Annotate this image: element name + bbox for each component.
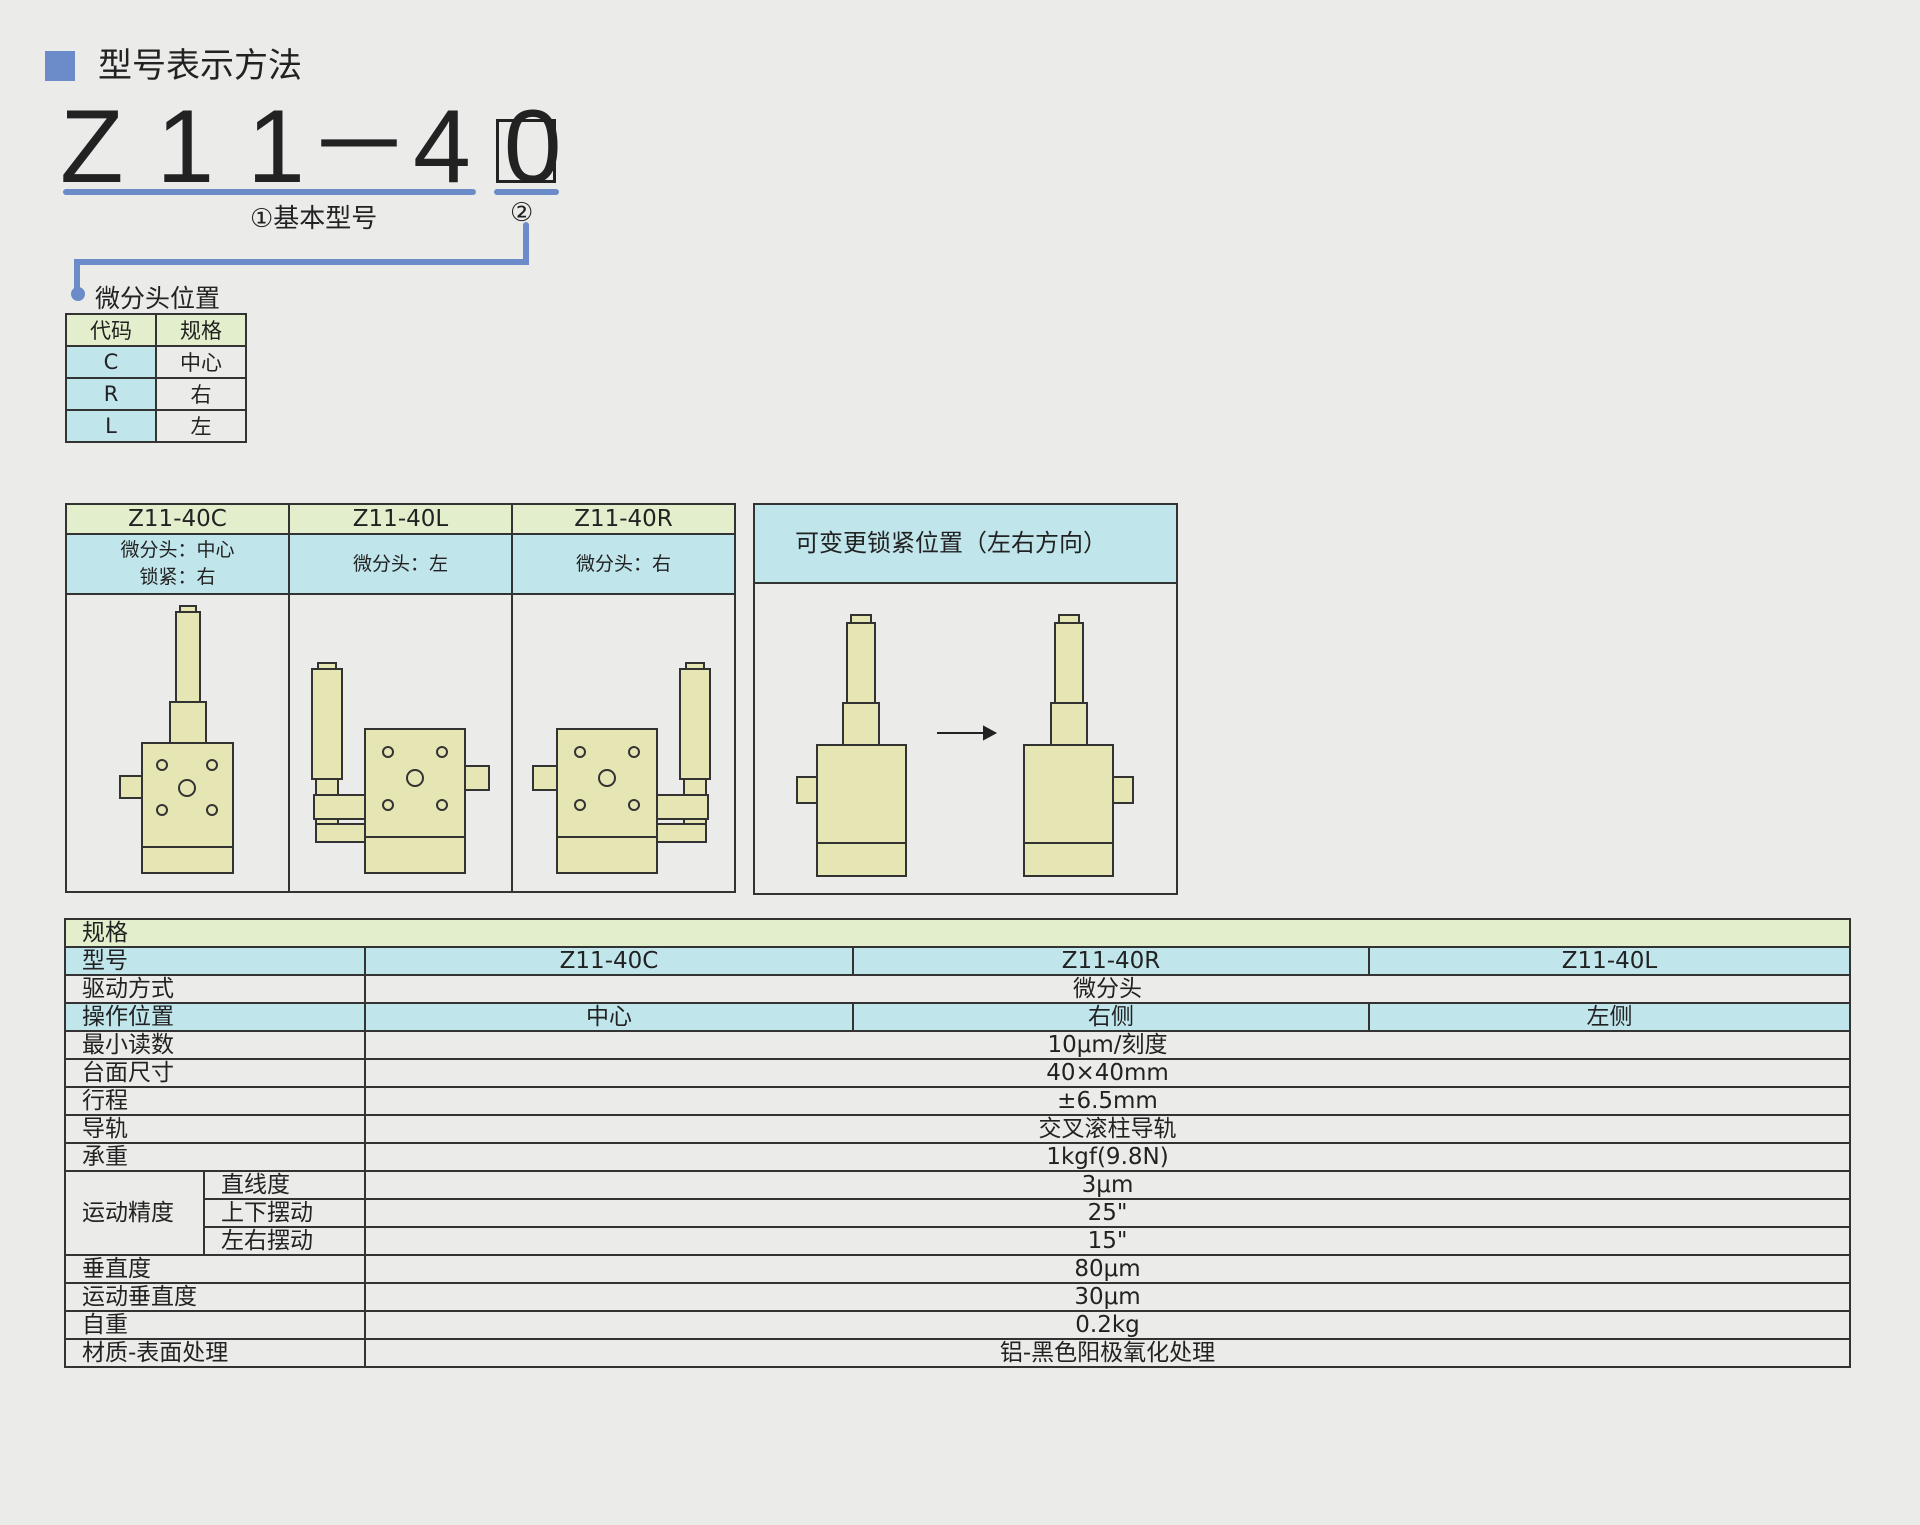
lock-right-stage-drawing: [1023, 614, 1134, 877]
value-cell: 0.2kg: [363, 1310, 1852, 1340]
header-code: 代码: [65, 313, 157, 347]
op-cell: 右侧: [852, 1002, 1370, 1032]
value-cell: 10μm/刻度: [363, 1030, 1852, 1060]
value-cell: 1kgf(9.8N): [363, 1142, 1852, 1172]
product-model: Z11-40L: [288, 503, 513, 535]
model-underlines: [63, 189, 559, 295]
row-label: 自重: [64, 1310, 366, 1340]
lock-position-panel: 可变更锁紧位置（左右方向）: [753, 503, 1178, 895]
row-label: 运动垂直度: [64, 1282, 366, 1312]
model-code: Z 1 1－4 0: [60, 89, 564, 205]
product-variants-table: Z11-40C Z11-40L Z11-40R 微分头：中心 锁紧：右 微分头：左…: [65, 503, 736, 893]
row-label: 材质-表面处理: [64, 1338, 366, 1368]
value-cell: 40×40mm: [363, 1058, 1852, 1088]
lock-left-stage-drawing: [796, 614, 907, 877]
row-label: 操作位置: [64, 1002, 366, 1032]
connector-dot: [71, 287, 85, 301]
row-label: 承重: [64, 1142, 366, 1172]
model-cell: Z11-40R: [852, 946, 1370, 976]
row-label: 垂直度: [64, 1254, 366, 1284]
row-label: 运动精度: [64, 1170, 205, 1256]
spec-cell: 中心: [155, 345, 247, 379]
sub-label: 左右摆动: [203, 1226, 366, 1256]
op-cell: 左侧: [1367, 1002, 1852, 1032]
row-label: 台面尺寸: [64, 1058, 366, 1088]
product-model: Z11-40R: [511, 503, 736, 535]
value-cell: 30μm: [363, 1282, 1852, 1312]
product-model: Z11-40C: [65, 503, 290, 535]
spec-cell: 右: [155, 377, 247, 411]
row-label: 导轨: [64, 1114, 366, 1144]
micrometer-position-title: 微分头位置: [95, 284, 221, 313]
model-cell: Z11-40C: [364, 946, 854, 976]
lock-panel-title: 可变更锁紧位置（左右方向）: [755, 505, 1176, 584]
value-cell: 25": [363, 1198, 1852, 1228]
stage-l-drawing: [311, 662, 490, 874]
spec-title: 规格: [63, 918, 1852, 948]
product-desc: 微分头：中心 锁紧：右: [65, 533, 290, 595]
value-cell: 3μm: [363, 1170, 1852, 1200]
sub-label: 上下摆动: [203, 1198, 366, 1228]
code-cell: C: [65, 345, 157, 379]
code-cell: L: [65, 409, 157, 443]
header-spec: 规格: [155, 313, 247, 347]
value-cell: 80μm: [363, 1254, 1852, 1284]
desc-line: 锁紧：右: [139, 566, 216, 588]
model-cell: Z11-40L: [1367, 946, 1852, 976]
value-cell: 铝-黑色阳极氧化处理: [363, 1338, 1852, 1368]
row-label: 行程: [64, 1086, 366, 1116]
desc-line: 微分头：中心: [120, 539, 235, 561]
option-box: [496, 119, 556, 183]
stage-c-drawing: [119, 605, 234, 874]
product-desc: 微分头：左: [288, 533, 513, 595]
code-cell: R: [65, 377, 157, 411]
op-cell: 中心: [364, 1002, 854, 1032]
basic-model-label: ①基本型号: [250, 204, 378, 234]
section-marker: [45, 51, 75, 81]
value-cell: 15": [363, 1226, 1852, 1256]
value-cell: 交叉滚柱导轨: [363, 1114, 1852, 1144]
value-cell: 微分头: [363, 974, 1852, 1004]
product-desc: 微分头：右: [511, 533, 736, 595]
row-label: 驱动方式: [64, 974, 366, 1004]
value-cell: ±6.5mm: [363, 1086, 1852, 1116]
stage-r-drawing: [532, 662, 711, 874]
arrow-right-icon: [937, 725, 998, 741]
page-title: 型号表示方法: [98, 46, 302, 86]
spec-cell: 左: [155, 409, 247, 443]
option-label: ②: [510, 198, 534, 228]
sub-label: 直线度: [203, 1170, 366, 1200]
row-label: 最小读数: [64, 1030, 366, 1060]
row-label: 型号: [64, 946, 366, 976]
spec-table: 规格 型号 Z11-40C Z11-40R Z11-40L 驱动方式 微分头 操作位置…: [63, 918, 1852, 1368]
